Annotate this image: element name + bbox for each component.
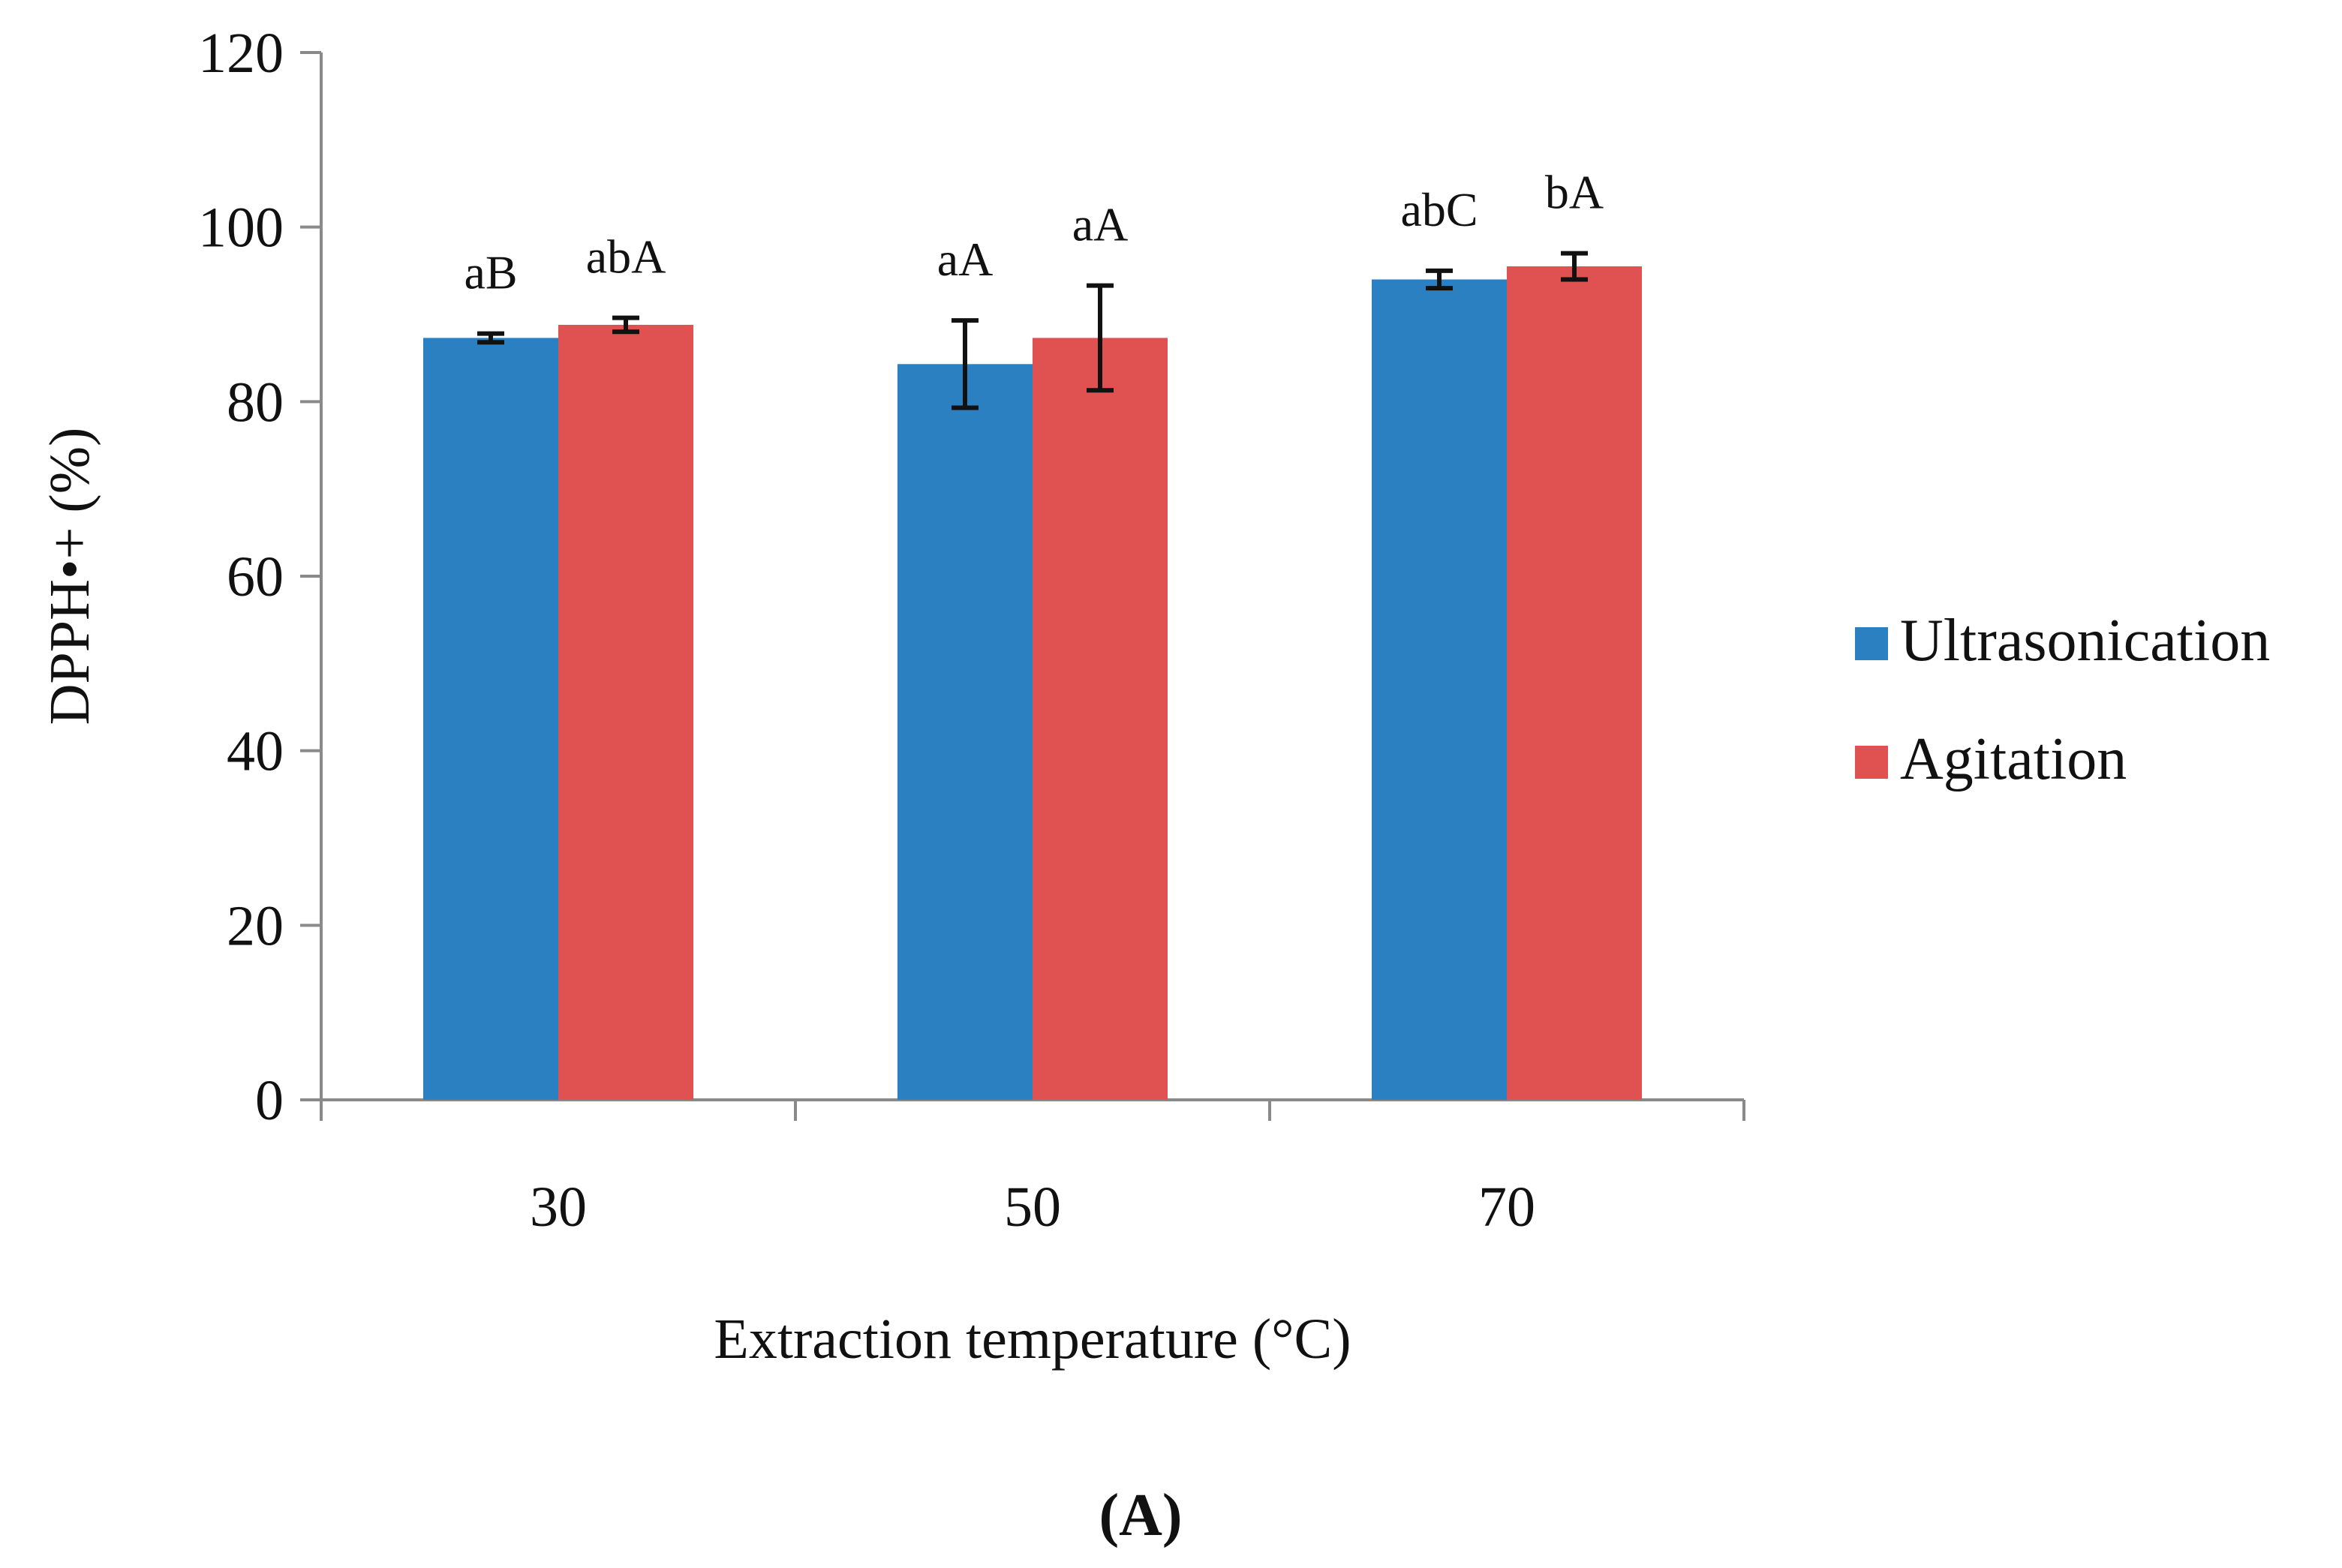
x-axis bbox=[320, 1098, 1745, 1121]
y-tick-label: 0 bbox=[255, 1069, 284, 1132]
legend-swatch-agitation bbox=[1855, 746, 1888, 779]
bars-group bbox=[423, 266, 1642, 1101]
bar-significance-label: aB bbox=[464, 246, 517, 299]
error-bars-group bbox=[477, 251, 1588, 410]
bar-significance-label: bA bbox=[1545, 166, 1604, 219]
legend-label-ultrasonication: Ultrasonication bbox=[1900, 608, 2270, 674]
x-tick-label: 30 bbox=[530, 1176, 587, 1239]
y-tick-label: 120 bbox=[198, 22, 284, 85]
y-tick-label: 40 bbox=[227, 720, 284, 783]
y-tick-label: 20 bbox=[227, 894, 284, 957]
tick-labels-group: 0 20 40 60 80 100 120 30 50 70 bbox=[198, 22, 1535, 1239]
bar-agitation-30 bbox=[558, 324, 693, 1101]
bar-agitation-70 bbox=[1507, 266, 1642, 1101]
bar-agitation-50 bbox=[1033, 338, 1168, 1100]
legend: Ultrasonication Agitation bbox=[1855, 608, 2270, 792]
bar-significance-label: abA bbox=[586, 230, 666, 284]
y-tick-label: 80 bbox=[227, 371, 284, 434]
bar-significance-label: abC bbox=[1400, 183, 1478, 236]
y-axis bbox=[300, 51, 323, 1101]
bar-ultrasonication-30 bbox=[423, 338, 558, 1100]
legend-label-agitation: Agitation bbox=[1900, 726, 2127, 792]
x-axis-title: Extraction temperature (°C) bbox=[714, 1308, 1351, 1371]
panel-label: (A) bbox=[1099, 1482, 1182, 1548]
y-tick-label: 100 bbox=[198, 197, 284, 260]
bar-ultrasonication-50 bbox=[897, 364, 1033, 1100]
bar-significance-label: aA bbox=[1072, 198, 1129, 251]
bar-ultrasonication-70 bbox=[1372, 279, 1507, 1100]
x-tick-label: 50 bbox=[1004, 1176, 1061, 1239]
data-labels-group: aB aA abC abA aA bA bbox=[464, 166, 1604, 299]
bar-significance-label: aA bbox=[937, 233, 994, 286]
x-tick-label: 70 bbox=[1478, 1176, 1535, 1239]
y-axis-title: DPPH•+ (%) bbox=[38, 428, 101, 725]
legend-swatch-ultrasonication bbox=[1855, 627, 1888, 660]
y-tick-label: 60 bbox=[227, 545, 284, 608]
